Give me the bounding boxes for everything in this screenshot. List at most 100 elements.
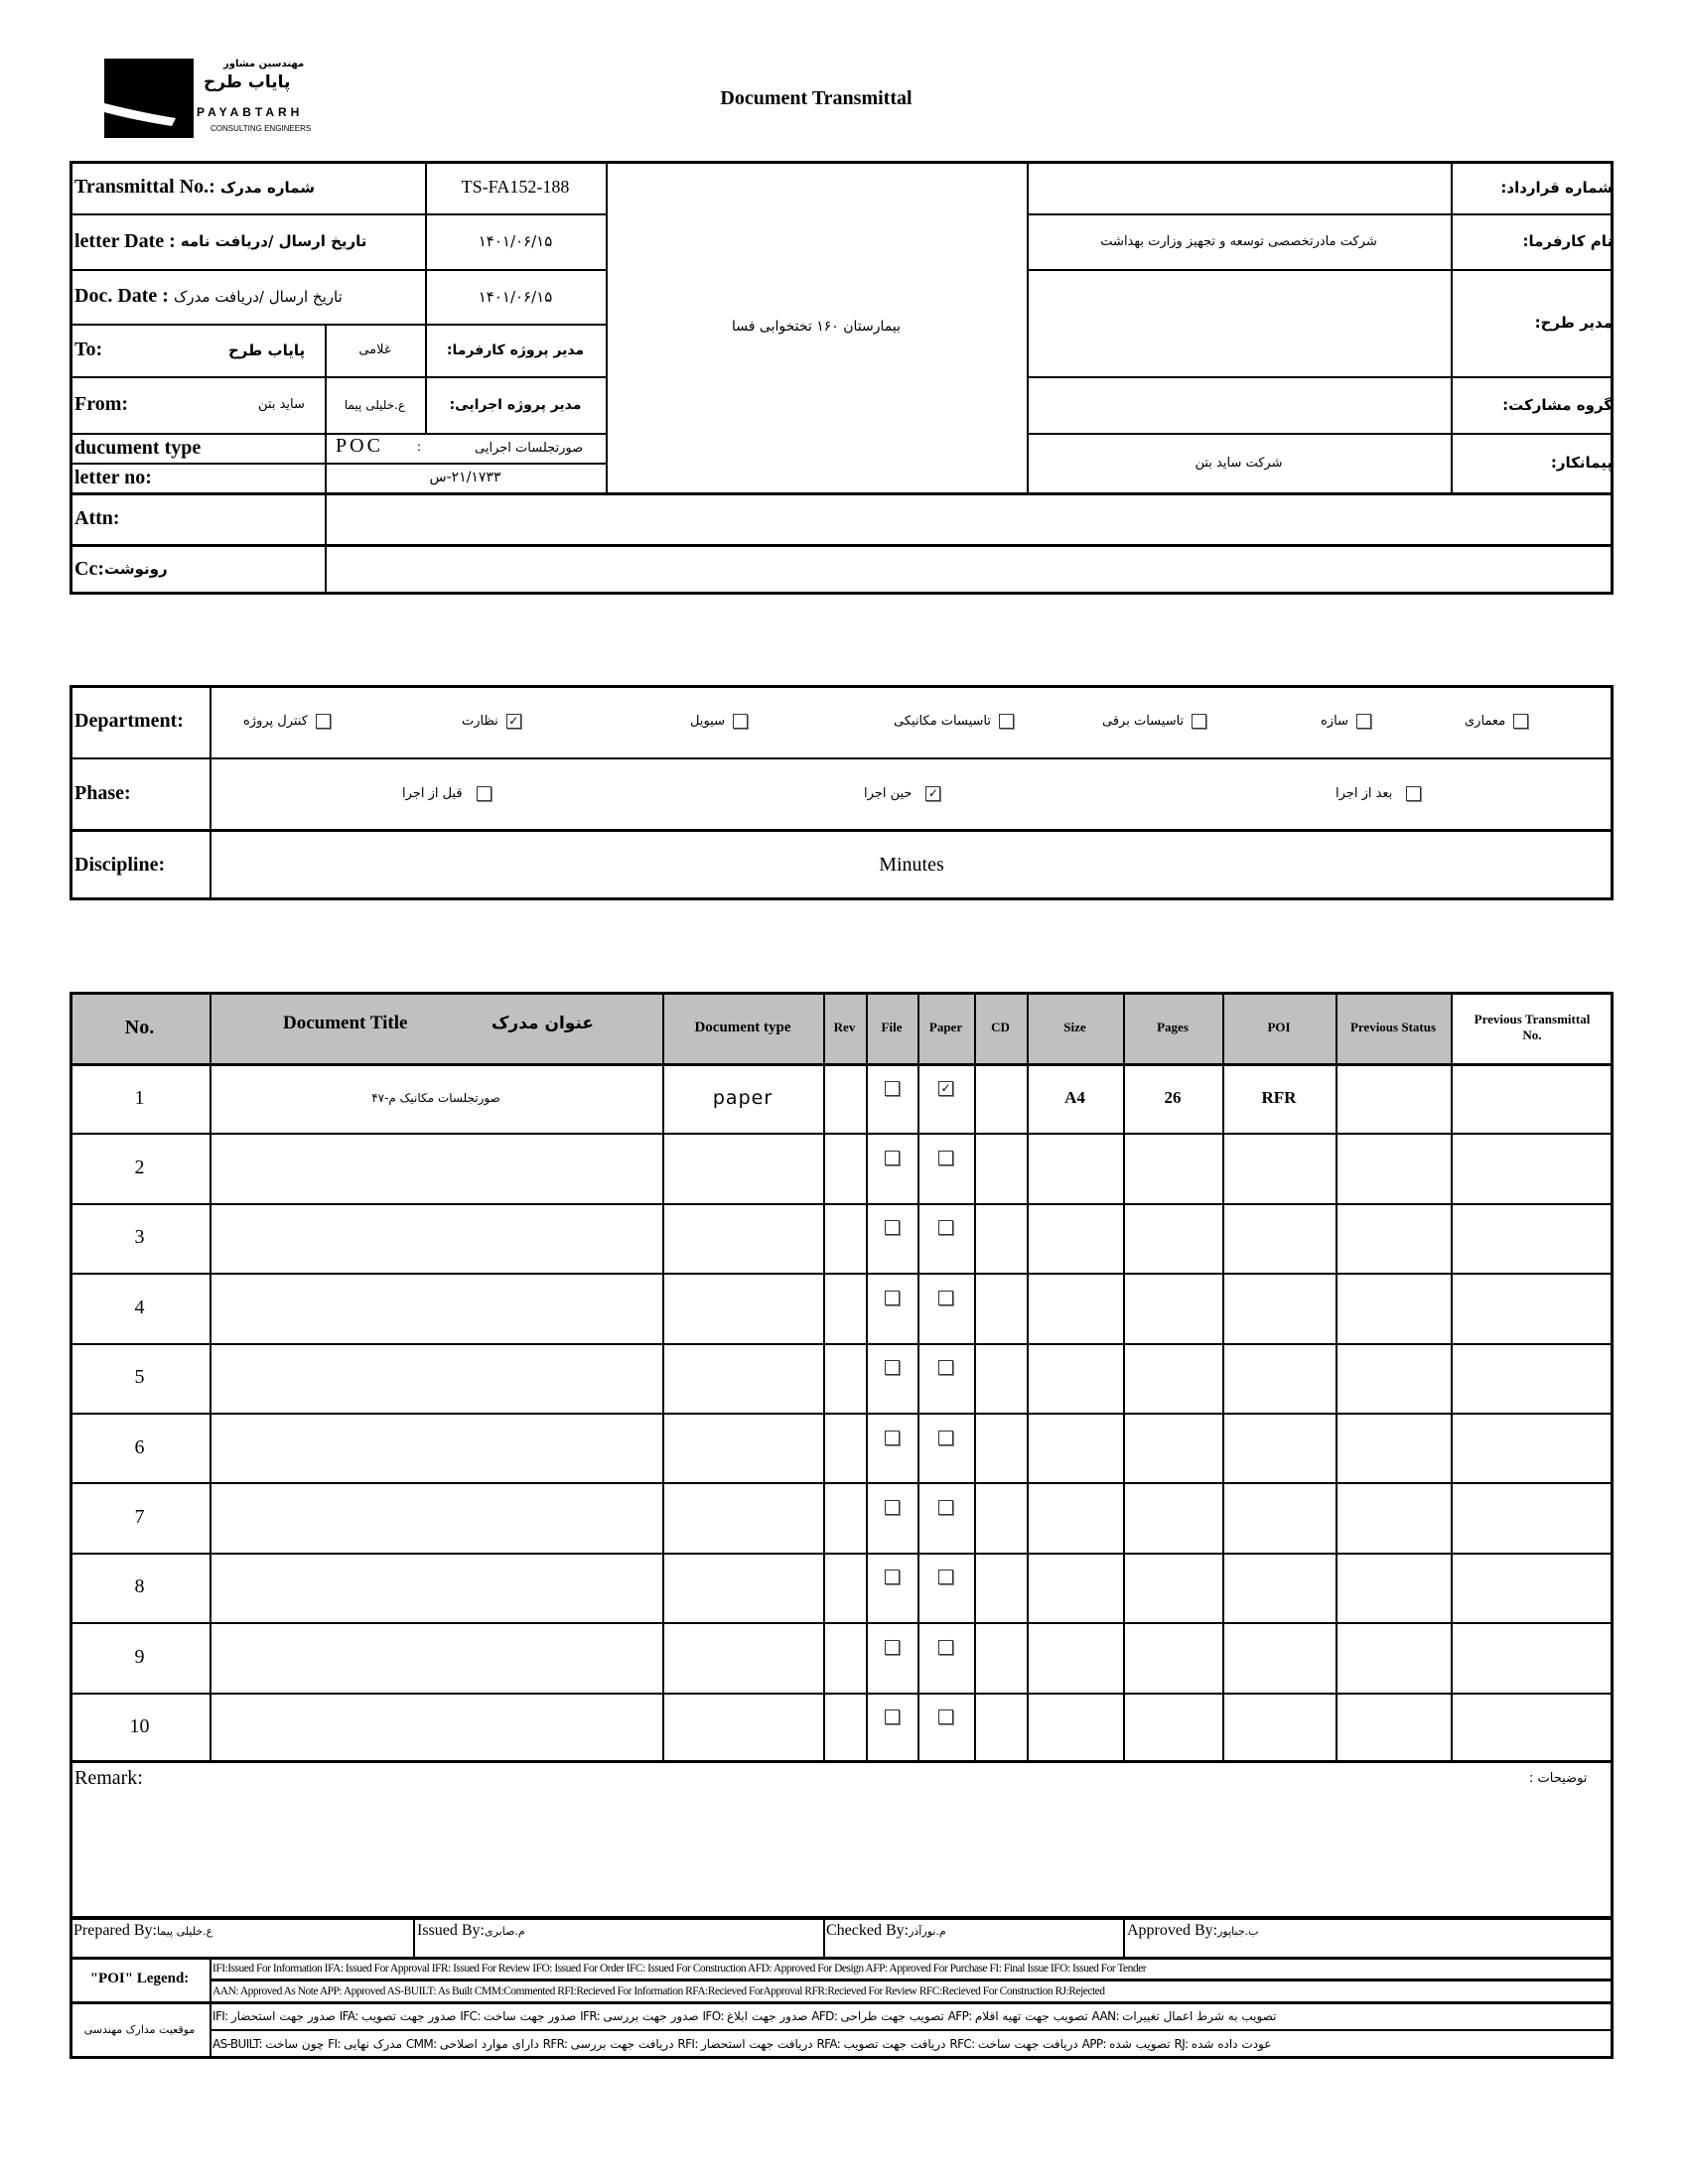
checkbox[interactable]: ✓ (925, 785, 941, 801)
checkbox[interactable] (1355, 714, 1371, 729)
department-option[interactable]: تاسیسات مکانیکی (894, 685, 1014, 757)
phase-option[interactable]: بعد از اجرا (1336, 757, 1422, 829)
department-option[interactable]: تاسیسات برقی (1102, 685, 1207, 757)
phase-option-label: قبل از اجرا (402, 785, 463, 801)
column-divider (866, 992, 868, 1762)
checkbox[interactable] (998, 714, 1014, 729)
cell-poi (1222, 1413, 1336, 1482)
checkbox[interactable] (938, 1220, 953, 1236)
cell-file[interactable] (866, 1193, 917, 1263)
checkbox[interactable] (884, 1570, 900, 1585)
cell-paper[interactable] (917, 1333, 974, 1403)
cell-file[interactable] (866, 1403, 917, 1472)
prepared-by-label: Prepared By: (73, 1922, 157, 1939)
cell-cd (974, 1063, 1027, 1133)
cell-prev-status (1336, 1482, 1451, 1552)
checkbox[interactable] (884, 1290, 900, 1305)
partnership-label: گروه مشارکت: (1502, 395, 1613, 414)
checkbox[interactable] (938, 1290, 953, 1305)
checkbox[interactable] (884, 1151, 900, 1166)
cell-prev-transmittal (1451, 1482, 1614, 1552)
cell-paper[interactable] (917, 1472, 974, 1542)
checkbox[interactable] (938, 1151, 953, 1166)
logo-en-sub: CONSULTING ENGINEERS (211, 124, 312, 133)
checkbox[interactable] (884, 1080, 900, 1096)
cell-file[interactable] (866, 1543, 917, 1612)
cell-cd (974, 1133, 1027, 1202)
cell-title (210, 1622, 662, 1692)
legend-line-3: IFI: صدور جهت استحضار IFA: صدور جهت تصوی… (212, 2008, 1277, 2023)
cell-size (1027, 1273, 1123, 1342)
cell-paper[interactable] (917, 1612, 974, 1682)
department-option-label: معماری (1465, 714, 1506, 729)
phase-option[interactable]: حین اجرا ✓ (864, 757, 941, 829)
cell-file[interactable] (866, 1683, 917, 1752)
header-prev-status: Previous Status (1349, 1020, 1437, 1034)
cell-file[interactable] (866, 1263, 917, 1332)
checkbox[interactable] (476, 785, 492, 801)
checkbox[interactable] (938, 1500, 953, 1516)
cell-paper[interactable] (917, 1123, 974, 1192)
phase-label: Phase: (74, 781, 131, 804)
cell-size (1027, 1622, 1123, 1692)
checkbox[interactable] (1406, 785, 1422, 801)
cell-rev (823, 1693, 866, 1762)
cell-file[interactable] (866, 1333, 917, 1403)
letter-date-value: ۱۴۰۱/۰۶/۱۵ (478, 232, 553, 250)
cell-cd (974, 1482, 1027, 1552)
checkbox[interactable] (938, 1570, 953, 1585)
cell-file[interactable] (866, 1053, 917, 1123)
cell-poi (1222, 1693, 1336, 1762)
cell-paper[interactable] (917, 1263, 974, 1332)
checkbox[interactable] (884, 1220, 900, 1236)
cell-file[interactable] (866, 1123, 917, 1192)
column-divider (1222, 992, 1224, 1762)
checkbox[interactable] (938, 1709, 953, 1725)
header-prev-transmittal: Previous Transmittal No. (1474, 1012, 1591, 1042)
cell-file[interactable] (866, 1472, 917, 1542)
client-label: نام کارفرما: (1522, 232, 1613, 250)
cell-type: paper (712, 1087, 774, 1110)
cell-file[interactable] (866, 1612, 917, 1682)
cell-paper[interactable]: ✓ (917, 1053, 974, 1123)
checkbox[interactable] (938, 1639, 953, 1655)
checkbox[interactable] (884, 1709, 900, 1725)
department-option[interactable]: معماری (1465, 685, 1529, 757)
cell-paper[interactable] (917, 1683, 974, 1752)
signature-legend-table (70, 1917, 1614, 2059)
cell-poi (1222, 1553, 1336, 1622)
checkbox[interactable] (884, 1430, 900, 1445)
checkbox[interactable] (884, 1360, 900, 1376)
checkbox[interactable]: ✓ (505, 714, 521, 729)
cell-pages (1123, 1553, 1222, 1622)
checkbox[interactable]: ✓ (938, 1080, 953, 1096)
department-option[interactable]: سازه (1321, 685, 1371, 757)
checkbox[interactable] (1192, 714, 1207, 729)
department-option[interactable]: نظارت ✓ (462, 685, 521, 757)
cell-paper[interactable] (917, 1543, 974, 1612)
cell-paper[interactable] (917, 1403, 974, 1472)
issued-by-value: م.صابری (485, 1924, 525, 1938)
checkbox[interactable] (884, 1500, 900, 1516)
from-person: ع.خلیلی پیما (344, 397, 406, 412)
cell-poi (1222, 1133, 1336, 1202)
checkbox[interactable] (938, 1430, 953, 1445)
legend-line-4: AS-BUILT: چون ساخت FI: مدرک نهایی CMM: د… (212, 2036, 1272, 2051)
department-option[interactable]: سیویل (690, 685, 748, 757)
department-option-label: نظارت (462, 714, 498, 729)
attn-label: Attn: (74, 506, 120, 529)
checkbox[interactable] (884, 1639, 900, 1655)
cell-poi: RFR (1261, 1088, 1297, 1108)
cell-prev-status (1336, 1343, 1451, 1413)
discipline-label: Discipline: (74, 853, 166, 876)
column-divider (1027, 992, 1029, 1762)
department-option[interactable]: کنترل پروژه (243, 685, 331, 757)
checkbox[interactable] (1513, 714, 1529, 729)
checkbox[interactable] (938, 1360, 953, 1376)
cell-paper[interactable] (917, 1193, 974, 1263)
checkbox[interactable] (315, 714, 331, 729)
cell-type (662, 1622, 823, 1692)
phase-option[interactable]: قبل از اجرا (402, 757, 492, 829)
cell-poi (1222, 1203, 1336, 1273)
checkbox[interactable] (733, 714, 748, 729)
